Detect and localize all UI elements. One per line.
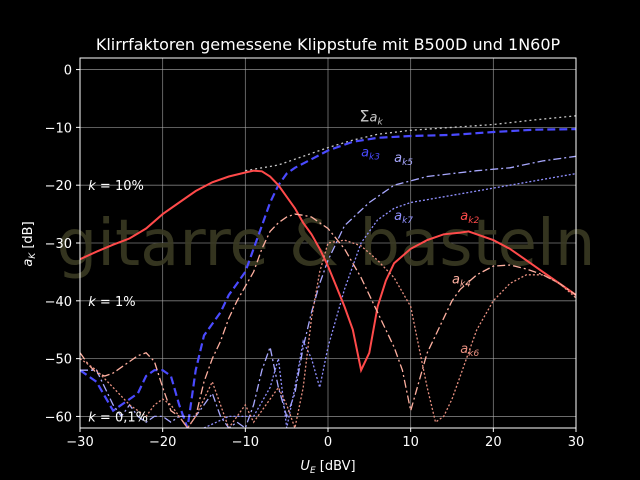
y-tick-label: −60	[45, 410, 72, 425]
series-line-k3	[80, 128, 576, 428]
y-tick-label: −20	[45, 179, 72, 194]
x-tick-label: 0	[324, 435, 332, 450]
x-axis-label: UE [dBV]	[300, 459, 355, 476]
series-line-k7	[203, 172, 576, 428]
x-tick-label: 10	[402, 435, 419, 450]
y-tick-label: −10	[45, 121, 72, 136]
series-line-k	[245, 115, 576, 172]
series-label-k: Σak	[359, 107, 383, 128]
y-tick-label: −30	[45, 237, 72, 252]
series-label-k4: ak4	[452, 272, 471, 289]
x-tick-label: −10	[232, 435, 259, 450]
x-tick-label: 20	[485, 435, 502, 450]
annotation-level-1: k = 1%	[88, 295, 135, 310]
watermark: gitarre & basteln	[57, 207, 596, 281]
series-line-k6	[80, 239, 576, 428]
series-label-k7: ak7	[394, 209, 413, 226]
y-tick-label: 0	[64, 64, 72, 79]
y-tick-label: −40	[45, 295, 72, 310]
x-tick-label: 30	[568, 435, 585, 450]
y-axis-label: aK [dB]	[21, 221, 38, 266]
x-tick-label: −30	[66, 435, 93, 450]
plot-area: gitarre & basteln Σak ak3 ak5 ak7 ak2 ak4 ak6 k …	[45, 57, 596, 450]
x-tick-label: −20	[149, 435, 176, 450]
series-label-k5: ak5	[394, 151, 413, 168]
annotation-level-0: k = 10%	[88, 179, 144, 194]
series-label-k2: ak2	[460, 209, 479, 226]
series-line-k2	[80, 169, 576, 374]
chart-title: Klirrfaktoren gemessene Klippstufe mit B…	[96, 35, 561, 54]
series-line-k4	[80, 213, 576, 428]
series-label-k6: ak6	[460, 342, 479, 359]
y-tick-label: −50	[45, 353, 72, 368]
series-line-k5	[80, 155, 576, 428]
series-label-k3: ak3	[361, 145, 380, 162]
annotation-level-2: k = 0,1%	[88, 410, 148, 425]
